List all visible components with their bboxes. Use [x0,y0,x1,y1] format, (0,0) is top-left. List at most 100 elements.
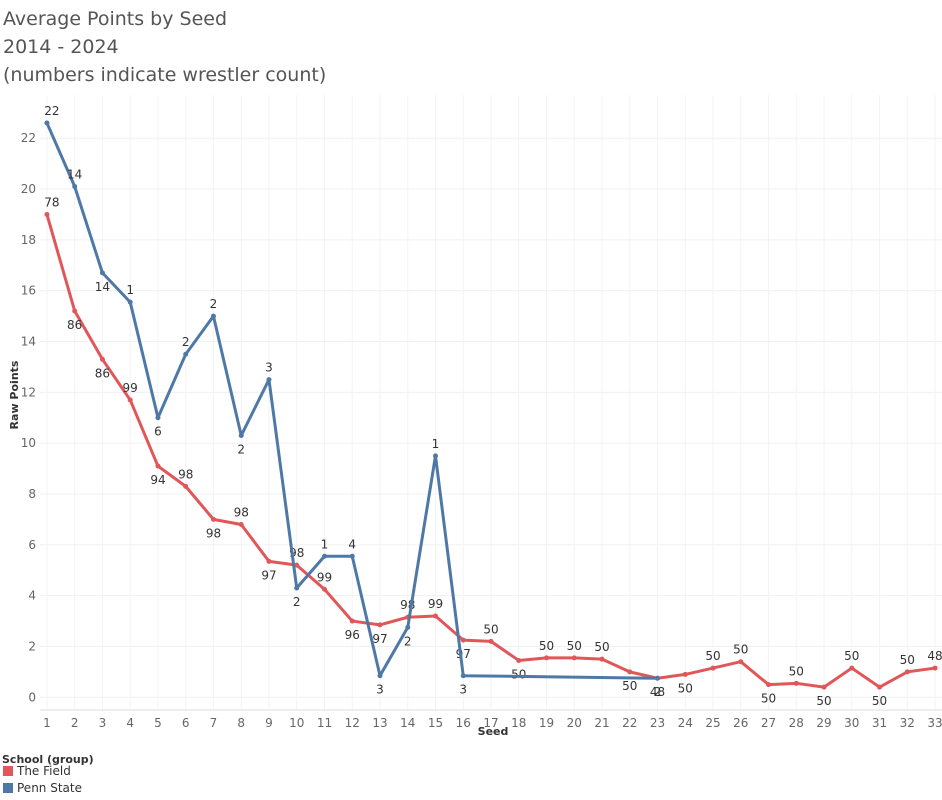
data-label: 50 [567,639,582,653]
data-label: 50 [872,694,887,708]
data-point [99,356,105,362]
data-label: 50 [511,667,526,681]
data-label: 2 [654,685,662,699]
data-label: 48 [650,685,665,699]
data-label: 97 [372,632,387,646]
data-point [266,558,272,564]
x-tick-label: 21 [594,716,609,730]
data-label: 14 [67,167,82,181]
legend-label: The Field [16,764,71,778]
data-label: 98 [178,467,193,481]
data-label: 99 [428,597,443,611]
data-label: 50 [622,679,637,693]
data-point [238,433,244,439]
x-tick-label: 25 [705,716,720,730]
y-tick-label: 20 [21,182,36,196]
data-point [544,655,550,661]
data-point [877,684,883,690]
data-label: 86 [67,318,82,332]
data-point [321,586,327,592]
x-tick-label: 4 [126,716,134,730]
data-label: 97 [261,568,276,582]
data-label: 78 [44,195,59,209]
data-point [72,308,78,314]
data-label: 50 [844,649,859,663]
data-label: 50 [761,692,776,706]
y-tick-label: 12 [21,385,36,399]
data-point [377,622,383,628]
data-label: 3 [376,683,384,697]
legend-label: Penn State [17,781,82,795]
data-point [294,585,300,591]
x-tick-label: 5 [154,716,162,730]
x-tick-label: 26 [733,716,748,730]
data-label: 98 [206,526,221,540]
data-point [516,657,522,663]
data-point [321,553,327,559]
y-tick-label: 6 [28,538,36,552]
data-label: 50 [594,640,609,654]
data-point [127,397,133,403]
y-tick-label: 16 [21,284,36,298]
data-point [210,313,216,319]
data-point [72,183,78,189]
x-tick-label: 9 [265,716,273,730]
data-label: 6 [154,425,162,439]
data-label: 2 [293,595,301,609]
data-point [210,516,216,522]
data-point [766,682,772,688]
y-tick-label: 14 [21,335,36,349]
data-point [238,521,244,527]
y-tick-label: 18 [21,233,36,247]
x-axis-title: Seed [478,725,509,738]
data-label: 1 [321,537,329,551]
data-point [44,211,50,217]
data-label: 50 [705,649,720,663]
data-label: 86 [95,366,110,380]
data-point [738,659,744,665]
data-label: 50 [816,694,831,708]
data-point [294,562,300,568]
data-label: 50 [678,681,693,695]
data-label: 1 [432,437,440,451]
data-point [155,415,161,421]
y-tick-label: 8 [28,487,36,501]
y-axis-title: Raw Points [8,360,21,429]
data-point [932,665,938,671]
data-label: 50 [900,653,915,667]
data-label: 50 [789,664,804,678]
x-tick-label: 28 [789,716,804,730]
data-point [821,684,827,690]
data-point [349,553,355,559]
data-label: 50 [483,622,498,636]
data-point [405,624,411,630]
x-tick-label: 10 [289,716,304,730]
data-label: 50 [733,643,748,657]
data-label: 98 [234,505,249,519]
data-label: 2 [404,634,412,648]
x-tick-label: 11 [317,716,332,730]
data-point [432,613,438,619]
data-point [183,483,189,489]
legend-swatch [3,766,13,776]
x-tick-label: 7 [210,716,218,730]
chart-title: Average Points by Seed [3,8,227,30]
x-tick-label: 16 [456,716,471,730]
x-tick-label: 8 [237,716,245,730]
data-point [682,671,688,677]
data-point [432,453,438,459]
data-point [266,377,272,383]
x-tick-label: 31 [872,716,887,730]
data-label: 14 [95,280,110,294]
x-tick-label: 1 [43,716,51,730]
x-tick-label: 27 [761,716,776,730]
x-tick-label: 12 [345,716,360,730]
data-label: 48 [927,649,942,663]
data-point [849,665,855,671]
data-label: 2 [237,443,245,457]
y-tick-label: 22 [21,131,36,145]
x-tick-label: 20 [567,716,582,730]
x-tick-label: 15 [428,716,443,730]
x-tick-label: 30 [844,716,859,730]
